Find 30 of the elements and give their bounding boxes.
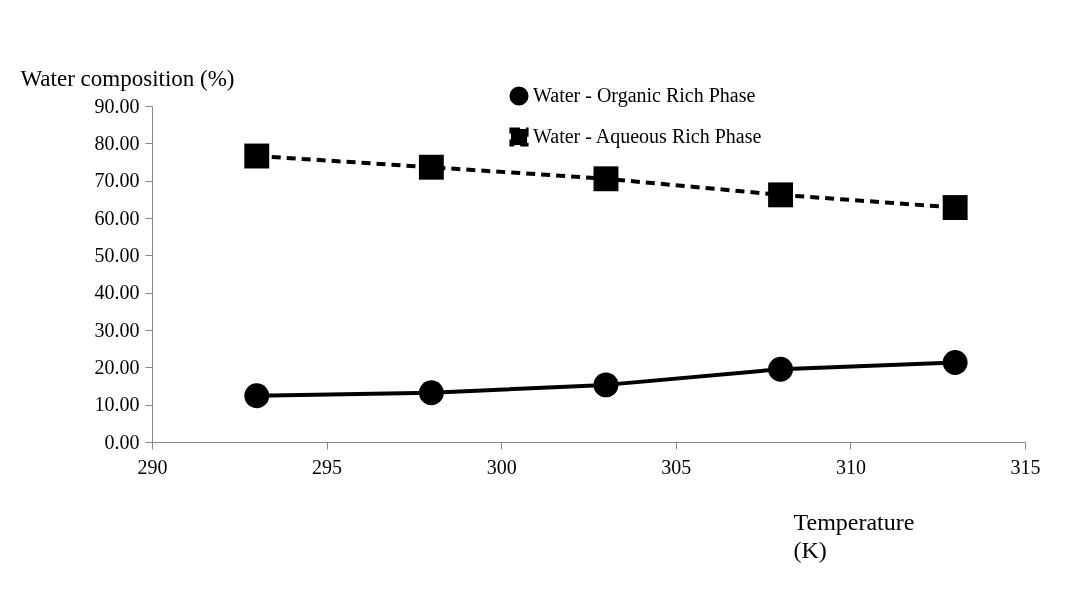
legend-label: Water - Organic Rich Phase — [533, 84, 756, 107]
x-tick-label: 300 — [486, 455, 517, 478]
point — [942, 350, 968, 375]
y-tick-label: 80.00 — [94, 131, 140, 154]
point — [593, 166, 619, 192]
y-tick-label: 40.00 — [94, 281, 140, 304]
point — [244, 143, 270, 169]
x-tick-label: 310 — [835, 455, 866, 478]
y-tick-label: 50.00 — [94, 243, 140, 266]
x-axis-title: Temperature (K) — [793, 508, 915, 563]
point — [418, 154, 444, 180]
point — [593, 372, 619, 398]
point — [768, 356, 794, 382]
y-tick-label: 20.00 — [94, 355, 140, 378]
point — [942, 195, 968, 220]
point — [418, 380, 444, 406]
x-tick-label: 315 — [1010, 455, 1041, 478]
x-tick-label: 305 — [661, 455, 692, 478]
y-tick-label: 30.00 — [94, 318, 140, 341]
y-tick-label: 60.00 — [94, 206, 140, 229]
x-tick-label: 290 — [137, 455, 168, 478]
y-tick-label: 90.00 — [94, 94, 140, 117]
point — [768, 182, 794, 208]
x-tick-label: 295 — [312, 455, 343, 478]
y-axis-title: Water composition (%) — [20, 65, 235, 91]
y-tick-label: 10.00 — [94, 393, 140, 416]
point — [244, 383, 270, 409]
y-tick-label: 70.00 — [94, 169, 140, 192]
legend-label: Water - Aqueous Rich Phase — [533, 125, 762, 148]
y-tick-label: 0.00 — [104, 430, 140, 453]
